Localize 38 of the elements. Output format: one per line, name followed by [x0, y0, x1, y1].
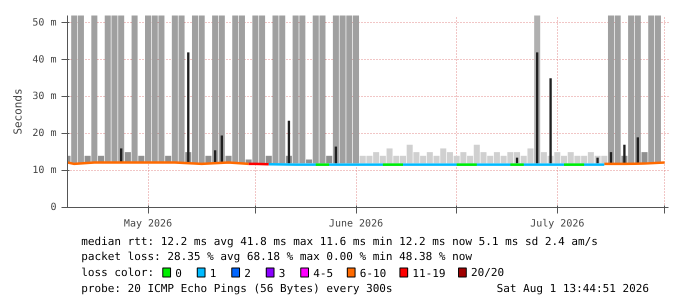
bar [187, 52, 190, 164]
bar [306, 160, 312, 164]
y-tick-label: 30 m [32, 91, 57, 102]
legend-label: 4-5 [313, 267, 334, 280]
legend-label: 3 [278, 267, 286, 280]
bar [326, 156, 332, 164]
y-tick-label: 0 [50, 202, 57, 213]
bar [334, 146, 338, 164]
x-tick-label: July 2026 [530, 218, 584, 230]
bar [636, 137, 639, 164]
legend-title: loss color: [81, 266, 154, 279]
y-tick-label: 10 m [32, 165, 57, 176]
x-tick-label: May 2026 [124, 218, 172, 230]
bar [132, 16, 138, 164]
legend-label: 6-10 [360, 267, 386, 280]
bar [288, 120, 290, 164]
y-axis-title: Seconds [11, 88, 24, 135]
text: packet loss: 28.35 % avg 68.18 % max 0.00 % min 48.38 % now [81, 250, 472, 263]
legend-label: 0 [175, 267, 182, 280]
bar [91, 16, 98, 164]
bar [214, 150, 216, 164]
bar [536, 52, 538, 164]
bar [266, 156, 272, 164]
legend-label: 1 [210, 267, 216, 280]
y-tick-label: 20 m [32, 128, 57, 140]
text: median rtt: 12.2 ms avg 41.8 ms max 11.6 ms min 12.2 ms now 5.1 ms sd 2.4 am/s [81, 235, 598, 248]
text: Sat Aug 1 13:44:51 2026 [496, 282, 649, 295]
legend-label: 11-19 [412, 267, 446, 280]
text: probe: 20 ICMP Echo Pings (56 Bytes) every 300s [81, 282, 393, 295]
legend-label: 2 [244, 267, 251, 280]
y-tick-label: 50 m [32, 17, 57, 28]
legend-label: 20/20 [471, 266, 504, 279]
bar [220, 136, 223, 164]
bar [549, 78, 552, 164]
bar [623, 144, 626, 164]
bar [642, 152, 648, 164]
x-tick-label: June 2026 [328, 218, 384, 230]
y-tick-label: 40 m [32, 54, 57, 66]
